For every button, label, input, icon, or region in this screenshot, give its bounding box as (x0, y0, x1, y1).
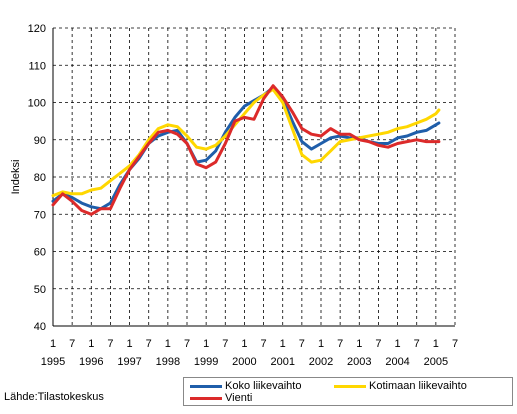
x-month-label: 1 (165, 338, 171, 350)
legend-label-kotimaan: Kotimaan liikevaihto (369, 380, 467, 392)
x-month-label: 1 (50, 338, 56, 350)
legend-item-vienti: Vienti (190, 392, 252, 404)
legend-item-kotimaan: Kotimaan liikevaihto (334, 380, 467, 392)
series-line-2 (51, 84, 441, 216)
x-year-label: 2005 (424, 356, 448, 368)
x-month-label: 1 (127, 338, 133, 350)
y-tick-label: 50 (34, 284, 46, 296)
x-year-label: 1996 (79, 356, 103, 368)
x-month-label: 1 (318, 338, 324, 350)
x-month-label: 7 (375, 338, 381, 350)
legend-swatch-kotimaan (334, 384, 366, 388)
x-month-label: 7 (414, 338, 420, 350)
x-year-label: 2001 (270, 356, 294, 368)
y-tick-label: 70 (34, 209, 46, 221)
x-year-label: 2000 (232, 356, 256, 368)
series-lines (51, 84, 441, 216)
x-month-label: 7 (69, 338, 75, 350)
x-month-label: 1 (203, 338, 209, 350)
x-year-label: 1998 (156, 356, 180, 368)
y-tick-label: 60 (34, 247, 46, 259)
y-tick-label: 100 (28, 98, 46, 110)
x-month-label: 7 (184, 338, 190, 350)
x-month-label: 7 (146, 338, 152, 350)
x-month-label: 1 (433, 338, 439, 350)
x-year-label: 1999 (194, 356, 218, 368)
x-month-label: 1 (280, 338, 286, 350)
legend-swatch-koko (190, 384, 222, 388)
y-tick-label: 40 (34, 321, 46, 333)
x-month-label: 7 (452, 338, 458, 350)
x-month-label: 7 (337, 338, 343, 350)
x-year-label: 2003 (347, 356, 371, 368)
source-note: Lähde:Tilastokeskus (4, 391, 104, 403)
x-month-label: 7 (107, 338, 113, 350)
series-line-1 (51, 88, 441, 198)
legend-label-vienti: Vienti (225, 392, 253, 404)
x-month-label: 1 (395, 338, 401, 350)
x-year-label: 2002 (309, 356, 333, 368)
legend-label-koko: Koko liikevaihto (225, 380, 302, 392)
x-month-label: 7 (222, 338, 228, 350)
x-year-label: 1995 (41, 356, 65, 368)
y-tick-label: 90 (34, 135, 46, 147)
x-month-label: 1 (88, 338, 94, 350)
x-month-label: 1 (356, 338, 362, 350)
x-month-label: 7 (261, 338, 267, 350)
axes (52, 28, 455, 327)
x-year-label: 2004 (385, 356, 409, 368)
x-year-label: 1997 (117, 356, 141, 368)
series-line-0 (51, 86, 441, 211)
y-axis-label: Indeksi (10, 160, 22, 195)
legend-item-koko: Koko liikevaihto (190, 380, 301, 392)
x-month-label: 1 (241, 338, 247, 350)
y-tick-label: 120 (28, 23, 46, 35)
legend-swatch-vienti (190, 396, 222, 400)
y-tick-label: 80 (34, 172, 46, 184)
x-month-label: 7 (299, 338, 305, 350)
legend: Koko liikevaihto Kotimaan liikevaihto Vi… (183, 377, 513, 406)
grid (53, 27, 456, 326)
y-tick-label: 110 (28, 60, 46, 72)
